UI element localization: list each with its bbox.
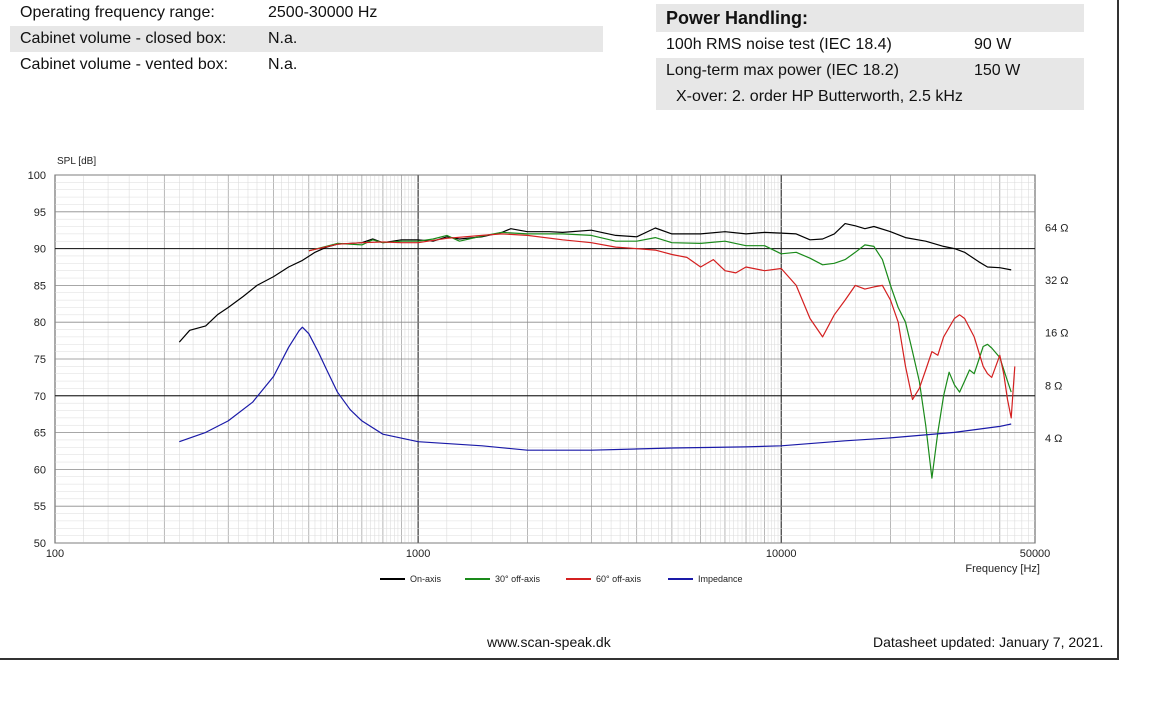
series-line	[179, 326, 1012, 451]
spec-label: Cabinet volume - vented box:	[20, 56, 229, 73]
y2-tick-label: 8 Ω	[1045, 380, 1062, 392]
chart-axes: 50 55 60 65 70 75 80 85 90 95 100 4 Ω 8 Ω 16 Ω 32 Ω 64 …	[28, 156, 1069, 575]
x-tick-label: 10000	[766, 548, 797, 560]
power-handling-title: Power Handling:	[656, 4, 1084, 32]
y2-tick-label: 16 Ω	[1045, 328, 1069, 340]
frequency-response-chart: 50 55 60 65 70 75 80 85 90 95 100 4 Ω 8 Ω 16 Ω 32 Ω 64 …	[28, 156, 1069, 584]
power-label: 100h RMS noise test (IEC 18.4)	[666, 36, 892, 53]
x-tick-label: 50000	[1020, 548, 1051, 560]
y2-tick-label: 32 Ω	[1045, 275, 1069, 287]
legend-label: Impedance	[698, 574, 743, 584]
chart-legend: On-axis 30° off-axis 60° off-axis Impedance	[380, 574, 743, 584]
power-handling-header: Power Handling:	[656, 4, 1084, 32]
y-tick-label: 60	[34, 464, 46, 476]
footer-updated: Datasheet updated: January 7, 2021.	[873, 634, 1104, 650]
footer-website: www.scan-speak.dk	[487, 634, 611, 650]
power-label: Long-term max power (IEC 18.2)	[656, 58, 974, 84]
y-tick-label: 90	[34, 244, 46, 256]
y-tick-label: 50	[34, 538, 46, 550]
y-tick-label: 85	[34, 280, 46, 292]
series-line	[308, 233, 1016, 419]
spec-label: Cabinet volume - closed box:	[10, 26, 258, 52]
y-tick-label: 55	[34, 501, 46, 513]
series-line	[308, 231, 1012, 479]
y-tick-label: 65	[34, 428, 46, 440]
power-value: 150 W	[974, 58, 1084, 84]
y-tick-label: 100	[28, 170, 46, 182]
y2-tick-label: 64 Ω	[1045, 223, 1069, 235]
spec-value: 2500-30000 Hz	[268, 4, 378, 21]
y-axis-label: SPL [dB]	[57, 156, 96, 167]
power-handling-table: Power Handling: 100h RMS noise test (IEC…	[656, 4, 1084, 110]
y-tick-label: 70	[34, 391, 46, 403]
x-tick-label: 100	[46, 548, 64, 560]
crossover-row: X-over: 2. order HP Butterworth, 2.5 kHz	[656, 84, 1084, 110]
legend-label: 60° off-axis	[596, 574, 641, 584]
spec-value: N.a.	[268, 56, 298, 73]
y2-tick-label: 4 Ω	[1045, 433, 1062, 445]
legend-label: 30° off-axis	[495, 574, 540, 584]
spec-row: Operating frequency range: 2500-30000 Hz	[10, 0, 603, 26]
y-tick-label: 75	[34, 354, 46, 366]
spec-row: Cabinet volume - vented box: N.a.	[10, 52, 603, 78]
spec-value: N.a.	[258, 26, 603, 52]
y-tick-label: 80	[34, 317, 46, 329]
spec-label: Operating frequency range:	[20, 4, 215, 21]
specs-table: Operating frequency range: 2500-30000 Hz…	[10, 0, 603, 78]
spec-row: Cabinet volume - closed box: N.a.	[10, 26, 603, 52]
y-tick-label: 95	[34, 207, 46, 219]
power-row: 100h RMS noise test (IEC 18.4) 90 W	[656, 32, 1084, 58]
series-line	[178, 223, 1012, 343]
power-row: Long-term max power (IEC 18.2) 150 W	[656, 58, 1084, 84]
crossover-note: X-over: 2. order HP Butterworth, 2.5 kHz	[656, 84, 1084, 110]
x-tick-label: 1000	[406, 548, 430, 560]
x-axis-label: Frequency [Hz]	[965, 563, 1040, 575]
legend-label: On-axis	[410, 574, 442, 584]
power-value: 90 W	[974, 36, 1012, 53]
chart-grid	[54, 174, 1036, 544]
datasheet-frame	[0, 0, 1119, 660]
chart-series	[178, 223, 1016, 479]
